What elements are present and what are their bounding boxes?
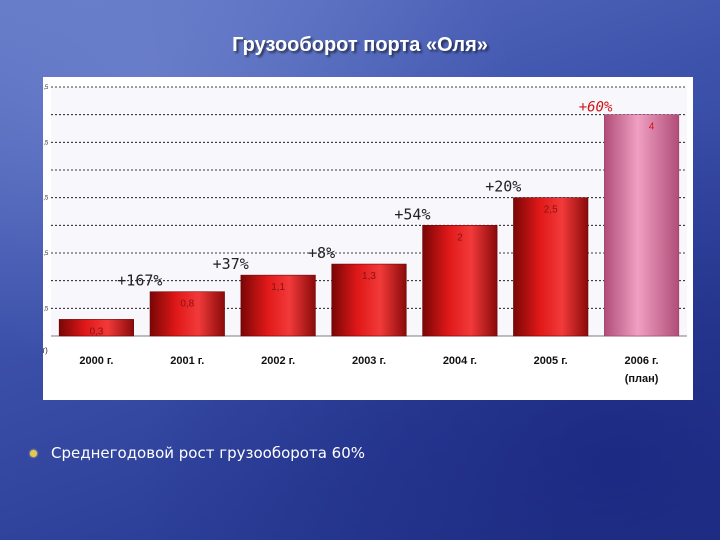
value-label: 1,3 (362, 271, 376, 282)
bar (331, 263, 407, 337)
y-tick-label: 0 (43, 334, 44, 340)
slide-title: Грузооборот порта «Оля» (232, 34, 488, 56)
value-label: 0,8 (180, 299, 194, 310)
y-axis-unit-label: (млн.т) (43, 346, 48, 355)
growth-label: +54% (394, 205, 430, 223)
value-label: 2 (457, 232, 463, 243)
x-tick-label: 2004 г. (443, 355, 477, 367)
bullet-item: Среднегодовой рост грузооборота 60% (30, 444, 365, 462)
y-tick-label: 3,5 (43, 140, 49, 146)
value-label: 0,3 (89, 326, 103, 337)
growth-label: +8% (308, 244, 335, 262)
x-tick-label: 2000 г. (79, 355, 113, 367)
value-label: 4 (649, 122, 655, 133)
bullet-dot-icon (30, 449, 37, 457)
bar (149, 291, 225, 337)
x-tick-label-sub: (план) (625, 373, 659, 385)
x-tick-label: 2002 г. (261, 355, 295, 367)
x-tick-label: 2006 г. (625, 355, 659, 367)
growth-label: +60% (579, 100, 613, 116)
y-tick-label: 1,5 (43, 251, 49, 257)
growth-label: +20% (485, 178, 521, 196)
y-tick-label: 2,5 (43, 196, 49, 202)
y-tick-label: 1 (43, 279, 44, 285)
chart-container: 0 0,5 1 1,5 2 2,5 3 3,5 4 4,5 (млн.т) 0,3 2000 г. 0,8… (43, 77, 693, 400)
bar (422, 225, 498, 337)
y-tick-label: 4 (43, 113, 44, 119)
x-tick-label: 2001 г. (170, 355, 204, 367)
bar (513, 197, 589, 337)
value-label: 2,5 (544, 205, 558, 216)
x-tick-label: 2003 г. (352, 355, 386, 367)
growth-label: +167% (117, 272, 162, 290)
bar (604, 114, 680, 337)
bar-chart: 0 0,5 1 1,5 2 2,5 3 3,5 4 4,5 (млн.т) 0,3 2000 г. 0,8… (43, 85, 687, 385)
y-tick-label: 0,5 (43, 306, 49, 312)
y-tick-label: 4,5 (43, 85, 49, 91)
y-tick-label: 3 (43, 168, 44, 174)
value-label: 1,1 (271, 282, 285, 293)
bar (58, 319, 134, 337)
x-tick-label: 2005 г. (534, 355, 568, 367)
bar (240, 274, 316, 337)
growth-label: +37% (213, 255, 249, 273)
y-tick-label: 2 (43, 223, 44, 229)
bullet-text: Среднегодовой рост грузооборота 60% (51, 444, 365, 462)
